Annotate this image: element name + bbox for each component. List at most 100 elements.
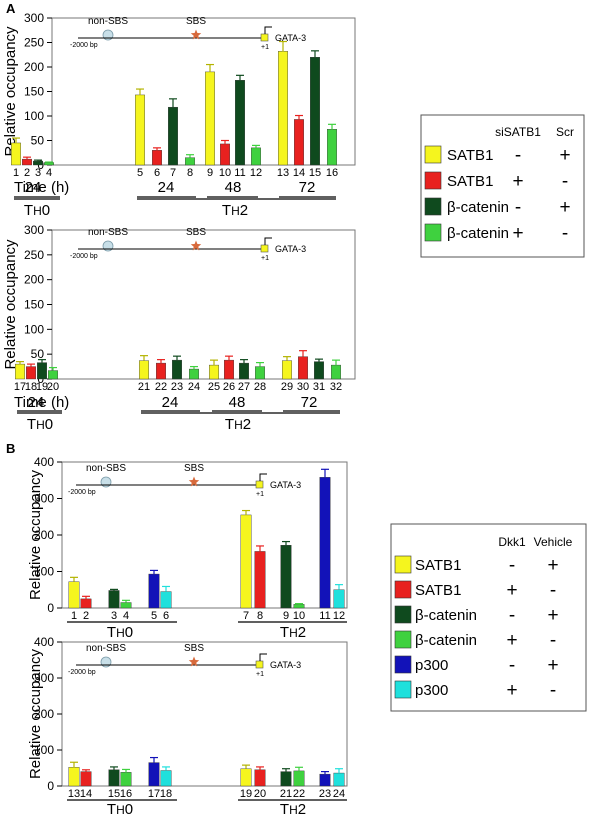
- bar-number-label: 9: [207, 167, 213, 179]
- y-tick-label: 200: [24, 60, 44, 74]
- gene-label: GATA-3: [270, 480, 301, 490]
- bar: [298, 356, 308, 380]
- y-tick-label: 200: [24, 273, 44, 287]
- bar: [15, 363, 25, 380]
- gata3-locus-diagram: non-SBS SBS GATA-3 -2000 bp +1: [70, 227, 306, 262]
- y-tick-label: 200: [34, 707, 54, 721]
- legend-mark: -: [550, 680, 556, 701]
- bar-number-label: 20: [47, 381, 59, 393]
- bar: [280, 545, 292, 609]
- legend-label: SATB1: [415, 557, 461, 574]
- bar: [172, 359, 182, 380]
- bar-number-label: 21: [138, 381, 150, 393]
- gata3-exon-icon: [255, 480, 264, 489]
- legend-box: [390, 523, 587, 712]
- bar: [33, 160, 43, 166]
- bar: [80, 771, 92, 787]
- non-sbs-label: non-SBS: [88, 227, 128, 238]
- bar-number-label: 32: [330, 381, 342, 393]
- group-label: TH2: [280, 801, 306, 818]
- gata3-exon-icon: [260, 33, 269, 42]
- bar: [255, 366, 265, 380]
- bar: [68, 767, 80, 787]
- bar-number-label: 9: [283, 610, 289, 622]
- legend-mark: +: [506, 630, 517, 651]
- bar-number-label: 1: [71, 610, 77, 622]
- non-sbs-label: non-SBS: [86, 463, 126, 474]
- bar-number-label: 12: [250, 167, 262, 179]
- bar: [319, 477, 331, 609]
- bar: [148, 573, 160, 609]
- legend-mark: +: [506, 680, 517, 701]
- bar-number-label: 7: [243, 610, 249, 622]
- legend-swatch: [394, 605, 412, 624]
- bar: [68, 581, 80, 609]
- group-label: TH0: [27, 416, 53, 433]
- bar-number-label: 4: [123, 610, 129, 622]
- legend-label: p300: [415, 682, 448, 699]
- legend-mark: -: [515, 197, 521, 218]
- bar-number-label: 16: [120, 788, 132, 800]
- y-axis-title: Relative occupancy: [2, 26, 19, 157]
- bar-number-label: 14: [80, 788, 92, 800]
- bar: [135, 94, 145, 166]
- bar-number-label: 8: [257, 610, 263, 622]
- group-label: TH0: [24, 202, 50, 219]
- legend-swatch: [394, 555, 412, 574]
- legend-swatch: [394, 630, 412, 649]
- bar: [235, 80, 245, 166]
- bar: [22, 158, 32, 166]
- bar: [205, 71, 215, 166]
- y-tick-label: 300: [34, 492, 54, 506]
- bar: [327, 129, 337, 166]
- bar: [294, 119, 304, 166]
- chart-1: 050100150200250300Relative occupancy1718…: [2, 223, 356, 393]
- legend-label: SATB1: [447, 147, 493, 164]
- bar: [333, 772, 345, 787]
- legend-mark: +: [547, 555, 558, 576]
- bar-number-label: 23: [171, 381, 183, 393]
- y-tick-label: 150: [24, 85, 44, 99]
- upstream-label: -2000 bp: [68, 489, 96, 496]
- bar: [26, 366, 36, 380]
- bar-number-label: 31: [313, 381, 325, 393]
- legend-label: β-catenin: [415, 632, 477, 649]
- tss-label: +1: [261, 44, 269, 51]
- upstream-label: -2000 bp: [70, 253, 98, 260]
- sbs-star-icon: [190, 240, 202, 251]
- legend-mark: -: [562, 171, 568, 192]
- gata3-locus-diagram: non-SBS SBS GATA-3 -2000 bp +1: [68, 463, 301, 498]
- y-tick-label: 0: [47, 601, 54, 615]
- y-axis-title: Relative occupancy: [27, 469, 44, 600]
- bar: [314, 361, 324, 380]
- y-tick-label: 0: [47, 779, 54, 793]
- bar-number-label: 1: [13, 167, 19, 179]
- x-axis-title: Time (h): [14, 179, 69, 196]
- bar: [220, 143, 230, 166]
- bar-number-label: 15: [309, 167, 321, 179]
- y-tick-label: 200: [34, 528, 54, 542]
- non-sbs-label: non-SBS: [88, 16, 128, 27]
- legend-label: β-catenin: [415, 607, 477, 624]
- sbs-label: SBS: [184, 643, 204, 654]
- bar: [224, 359, 234, 380]
- bar: [293, 770, 305, 787]
- bar-number-label: 17: [148, 788, 160, 800]
- bar-number-label: 21: [280, 788, 292, 800]
- bar: [44, 162, 54, 166]
- group-label: TH0: [107, 624, 133, 641]
- gata3-exon-icon: [255, 660, 264, 669]
- legend-swatch: [394, 655, 412, 674]
- sbs-star-icon: [188, 656, 200, 667]
- gata3-locus-diagram: non-SBS SBS GATA-3 -2000 bp +1: [70, 16, 306, 51]
- panel-letter-a: A: [6, 1, 16, 16]
- legend-label: β-catenin: [447, 199, 509, 216]
- legend-label: β-catenin: [447, 225, 509, 242]
- bar: [120, 602, 132, 609]
- time-label: 72: [301, 394, 318, 411]
- bar-number-label: 17: [14, 381, 26, 393]
- legend-mark: +: [512, 171, 523, 192]
- gata3-locus-diagram: non-SBS SBS GATA-3 -2000 bp +1: [68, 643, 301, 678]
- bar-number-label: 5: [151, 610, 157, 622]
